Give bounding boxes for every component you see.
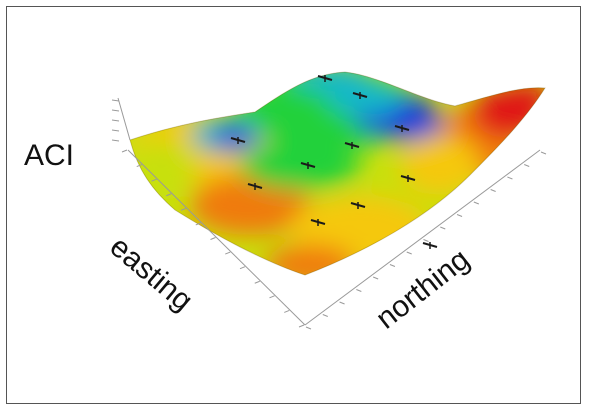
z-axis-tick: [111, 139, 120, 142]
surface-color-region: [265, 245, 355, 275]
x-axis-tick: [298, 324, 305, 328]
x-axis-tick: [151, 178, 157, 182]
z-axis-tick: [111, 129, 120, 132]
x-axis-tick: [136, 164, 142, 168]
x-axis-tick: [210, 237, 216, 240]
y-axis-tick: [440, 226, 446, 230]
x-axis-tick: [225, 251, 231, 255]
sample-marker: [230, 137, 246, 144]
y-axis-label: northing: [370, 243, 476, 336]
sample-marker: [317, 75, 333, 82]
surface-color-region: [290, 72, 370, 92]
y-axis-line: [304, 149, 541, 326]
sample-marker: [310, 219, 326, 226]
x-axis-tick: [239, 266, 246, 270]
surface-color-region: [400, 135, 480, 195]
sample-markers: [230, 75, 438, 249]
x-axis-tick: [180, 207, 187, 211]
y-axis-tick: [423, 239, 429, 242]
y-axis-tick: [540, 151, 547, 155]
y-axis-tick: [507, 176, 513, 180]
y-axis-tick: [473, 201, 480, 205]
x-axis-tick: [121, 149, 128, 153]
y-axis-tick: [490, 189, 496, 192]
surface-color-region: [190, 175, 310, 235]
sample-marker: [422, 242, 438, 249]
y-axis-tick: [524, 164, 530, 167]
x-axis-tick: [195, 222, 201, 226]
z-axis-tick: [111, 99, 120, 102]
x-axis-tick: [284, 309, 290, 313]
z-axis-label: ACI: [24, 139, 74, 172]
z-axis-tick: [111, 109, 120, 112]
y-axis-tick: [406, 251, 412, 255]
y-axis-tick: [322, 314, 328, 317]
sample-marker: [394, 125, 410, 132]
sample-marker: [400, 175, 416, 182]
surface-color-region: [213, 126, 257, 150]
x-axis-line: [127, 149, 306, 326]
x-axis-tick: [166, 193, 172, 197]
z-axis-line: [117, 97, 131, 141]
y-axis-tick: [456, 214, 463, 217]
axes: [111, 97, 547, 330]
surface-color-region: [504, 82, 545, 110]
surface-color-region: [130, 140, 195, 200]
y-axis-tick: [389, 264, 396, 267]
y-axis-tick: [356, 289, 362, 292]
sample-marker: [247, 183, 263, 190]
x-axis-label: easting: [104, 230, 199, 317]
sample-marker: [352, 92, 368, 99]
sample-marker: [344, 142, 360, 149]
y-axis-tick: [339, 301, 345, 305]
sample-marker: [350, 202, 366, 209]
x-axis-tick: [269, 295, 275, 299]
z-axis-tick: [111, 119, 120, 122]
y-axis-tick: [305, 326, 312, 330]
surface-edge: [129, 71, 546, 276]
y-axis-tick: [372, 276, 379, 280]
surface-color-region: [240, 140, 360, 190]
sample-marker: [300, 162, 316, 169]
surface: [129, 71, 546, 276]
x-axis-tick: [254, 280, 260, 284]
